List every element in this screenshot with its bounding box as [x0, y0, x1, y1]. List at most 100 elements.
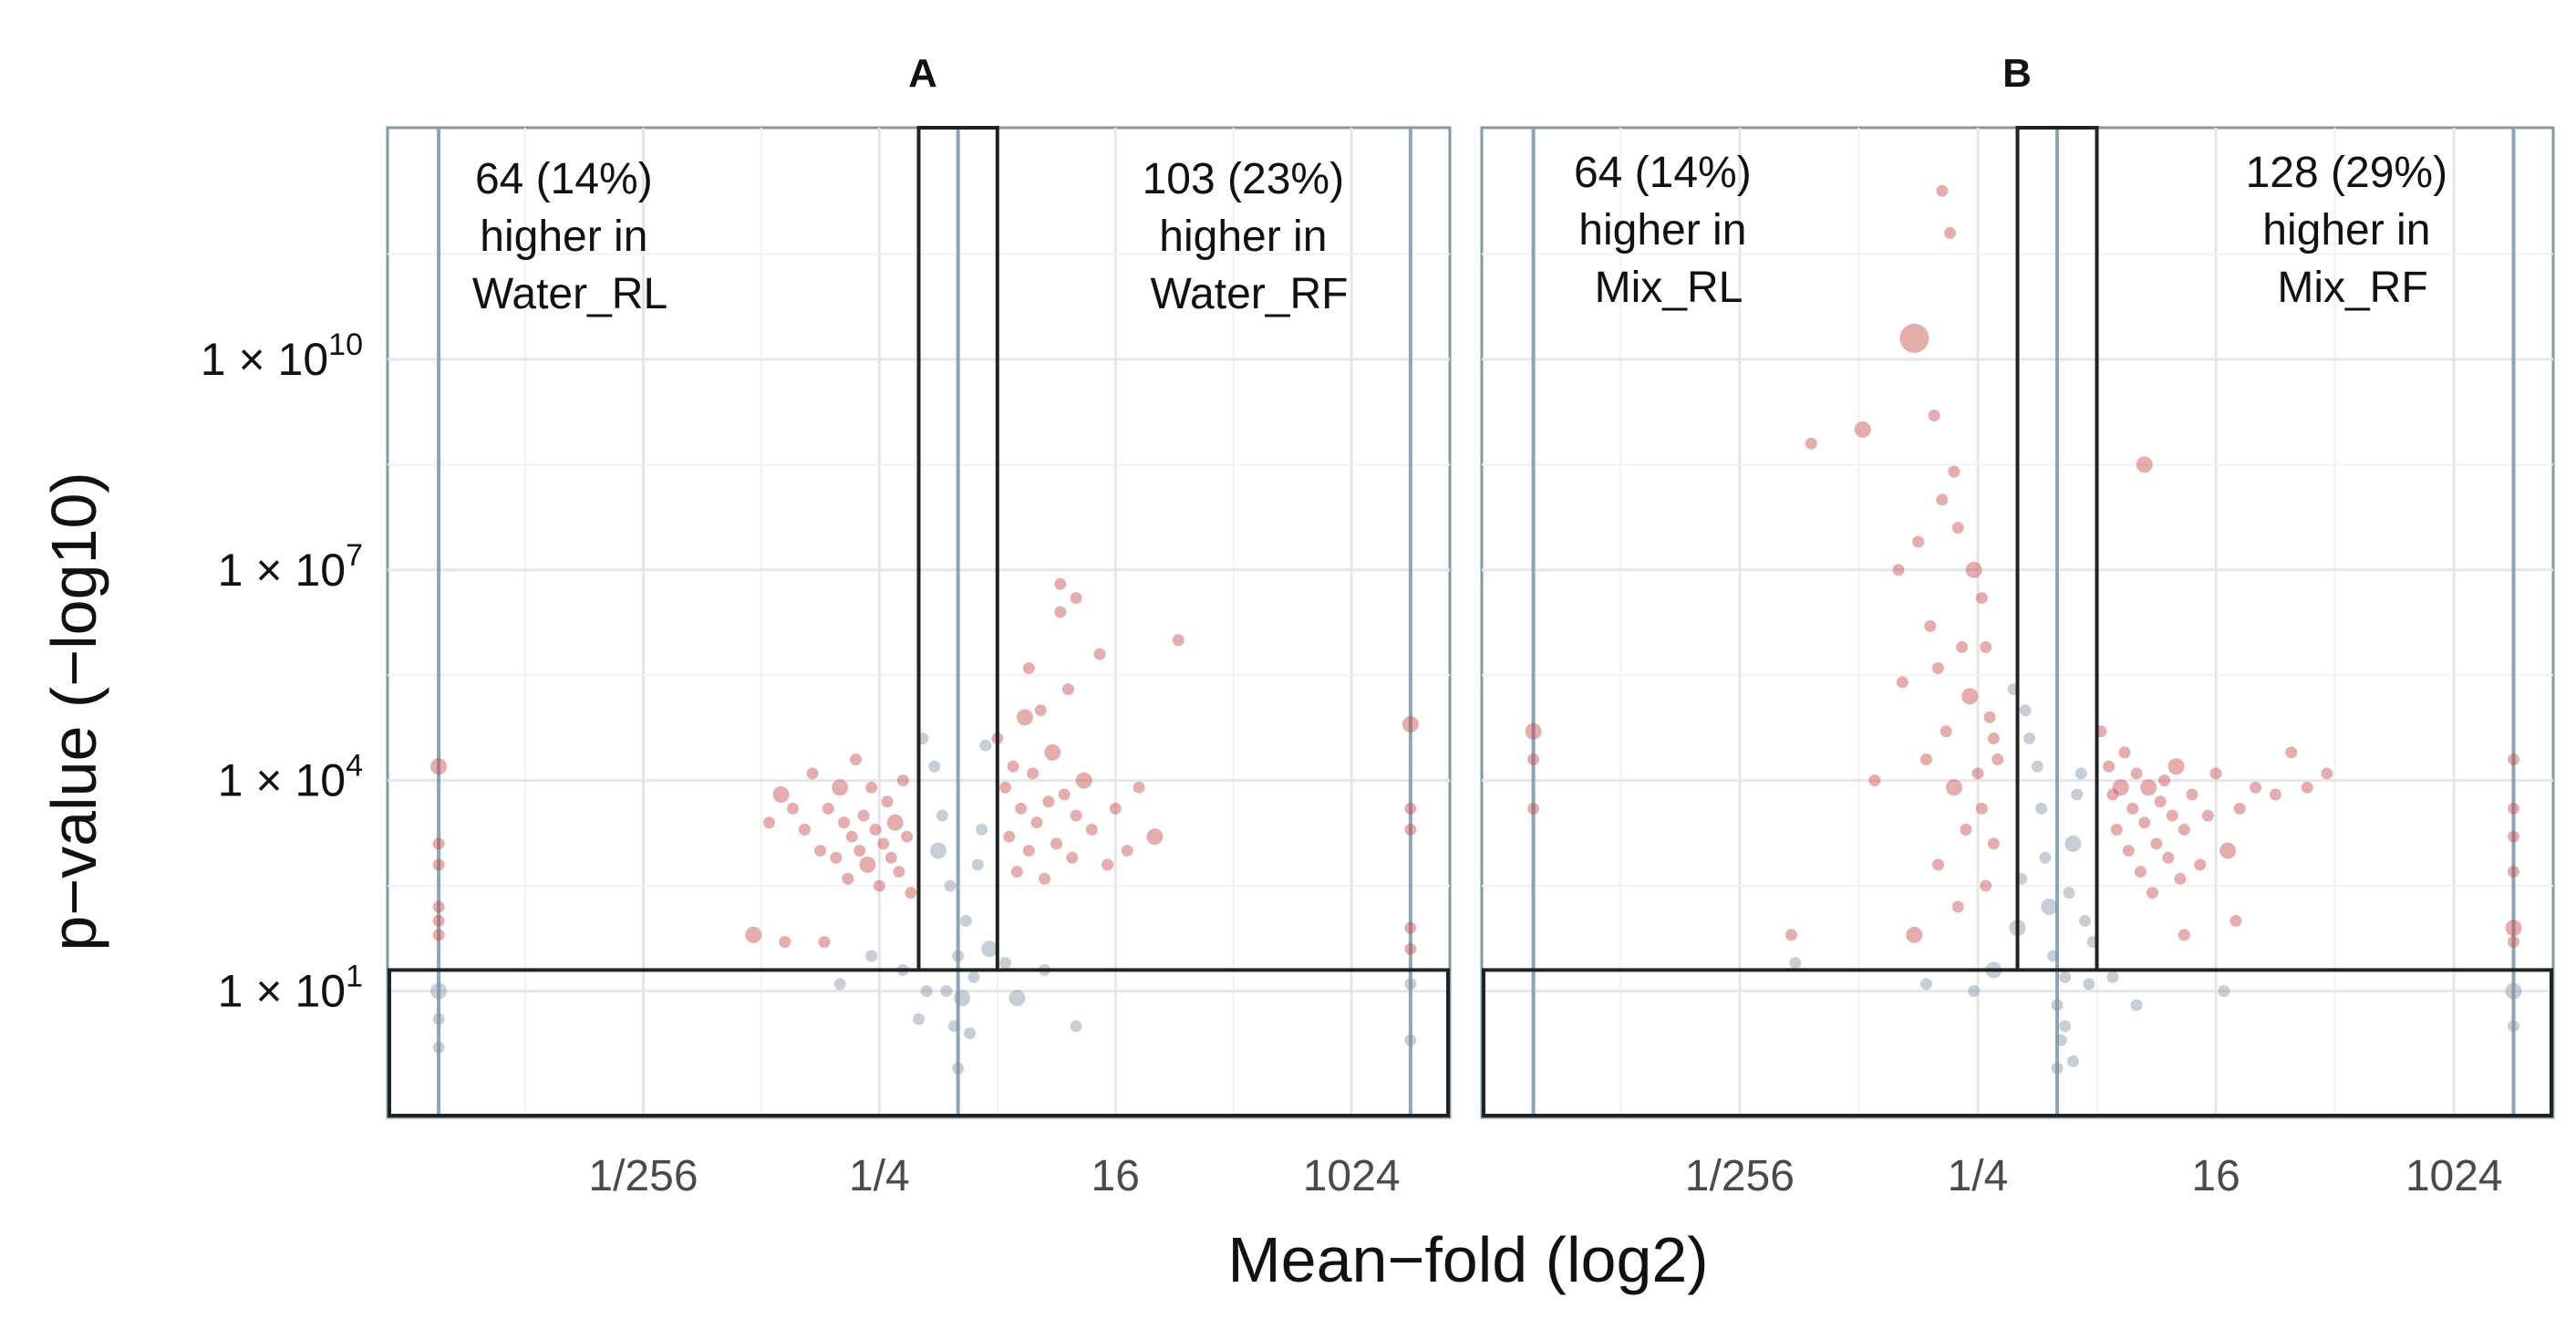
significant-point: [1912, 535, 1925, 548]
nonsignificant-point: [2071, 788, 2084, 801]
significant-point: [905, 887, 917, 899]
significant-point: [745, 926, 762, 943]
significant-point: [2507, 936, 2519, 949]
significant-point: [2130, 767, 2143, 780]
significant-point: [2146, 887, 2158, 899]
nonsignificant-point: [952, 1062, 965, 1075]
panel-a-left-annotation: 64 (14%) higher in Water_RL: [472, 155, 667, 318]
significant-point: [1951, 900, 1964, 913]
x-tick-label: 1/4: [849, 1152, 910, 1200]
nonsignificant-point: [1404, 978, 1417, 991]
significant-point: [806, 767, 819, 780]
significant-point: [1172, 634, 1185, 647]
significant-point: [1010, 866, 1023, 878]
nonsignificant-point: [976, 824, 988, 836]
significant-point: [2209, 767, 2222, 780]
nonsignificant-point: [1009, 990, 1026, 1007]
nonsignificant-point: [430, 982, 448, 1000]
nonsignificant-point: [2064, 835, 2082, 852]
significant-point: [901, 830, 914, 843]
significant-point: [1899, 323, 1929, 353]
nonsignificant-point: [1919, 978, 1932, 991]
nonsignificant-point: [2051, 999, 2064, 1012]
significant-point: [2186, 788, 2198, 801]
significant-point: [772, 786, 790, 804]
panel-a-right-group: Water_RF: [1151, 270, 1349, 318]
significant-point: [2194, 858, 2207, 871]
significant-point: [1066, 851, 1079, 864]
significant-point: [2154, 795, 2167, 808]
significant-point: [859, 856, 876, 873]
x-tick-label: 1024: [2405, 1152, 2503, 1200]
nonsignificant-point: [432, 1013, 445, 1025]
significant-point: [857, 809, 870, 822]
nonsignificant-point: [981, 940, 998, 958]
significant-point: [2158, 774, 2171, 787]
significant-point: [853, 845, 866, 857]
significant-point: [1042, 795, 1055, 808]
panel-a-right-count: 103 (23%): [1143, 155, 1344, 203]
panel-b-thresholds: [1531, 128, 2516, 1117]
panel-a-left-group: Water_RL: [472, 270, 667, 318]
significant-point: [1070, 592, 1082, 605]
y-tick-label: 1 × 101: [218, 959, 363, 1016]
nonsignificant-point: [2106, 971, 2119, 983]
significant-point: [1975, 802, 1988, 815]
significant-point: [1928, 409, 1940, 421]
significant-point: [2507, 830, 2519, 843]
significant-point: [845, 830, 858, 843]
nonsignificant-point: [2130, 999, 2143, 1012]
significant-point: [1017, 709, 1033, 726]
significant-point: [1944, 226, 1957, 239]
significant-point: [2269, 788, 2281, 801]
x-tick-label: 1/4: [1948, 1152, 2009, 1200]
significant-point: [1093, 648, 1106, 660]
panel-a-title: A: [908, 51, 937, 96]
significant-point: [1404, 824, 1417, 836]
nonsignificant-point: [971, 858, 984, 871]
panel-b-right-annotation: 128 (29%) higher in Mix_RF: [2246, 149, 2460, 312]
significant-point: [2219, 842, 2237, 859]
significant-point: [818, 936, 831, 949]
significant-point: [1402, 716, 1419, 733]
significant-point: [2285, 746, 2298, 759]
fold-change-region-box: [916, 126, 999, 971]
significant-point: [2118, 746, 2131, 759]
significant-point: [1936, 493, 1949, 506]
nonsignificant-point: [2066, 1054, 2079, 1067]
nonsignificant-point: [2063, 887, 2075, 899]
significant-point: [1945, 779, 1962, 796]
significant-point: [2167, 758, 2185, 775]
panel-b: B 64 (14%) higher in Mix_RL 128 (29%) hi…: [1480, 51, 2555, 1200]
significant-point: [1121, 845, 1133, 857]
x-axis-title: Mean−fold (log2): [1227, 1224, 1708, 1295]
significant-point: [798, 824, 811, 836]
nonsignificant-point: [833, 978, 846, 991]
nonsignificant-point: [2035, 802, 2048, 815]
significant-point: [1050, 837, 1063, 850]
significant-point: [1961, 688, 1979, 705]
significant-point: [1061, 683, 1074, 696]
nonsignificant-point: [2047, 950, 2060, 962]
significant-point: [430, 758, 448, 775]
nonsignificant-point: [1404, 1033, 1417, 1046]
panel-b-title: B: [2002, 51, 2032, 96]
significant-point: [2301, 781, 2313, 794]
nonsignificant-point: [2023, 732, 2036, 744]
nonsignificant-point: [2507, 1020, 2519, 1033]
significant-point: [1404, 802, 1417, 815]
nonsignificant-point: [959, 915, 972, 928]
significant-point: [2134, 866, 2147, 878]
significant-point: [896, 774, 909, 787]
x-tick-label: 1/256: [588, 1152, 698, 1200]
panel-a: A 64 (14%) higher in Water_RL 103 (23%) …: [386, 51, 1452, 1200]
nonsignificant-point: [2505, 982, 2522, 1000]
panel-b-boxes: [1482, 126, 2553, 1118]
x-tick-label: 16: [2191, 1152, 2240, 1200]
significant-point: [432, 900, 445, 913]
significant-point: [1931, 662, 1944, 675]
significant-point: [786, 802, 799, 815]
significant-point: [877, 837, 890, 850]
significant-point: [1054, 577, 1067, 590]
significant-point: [1785, 929, 1797, 941]
